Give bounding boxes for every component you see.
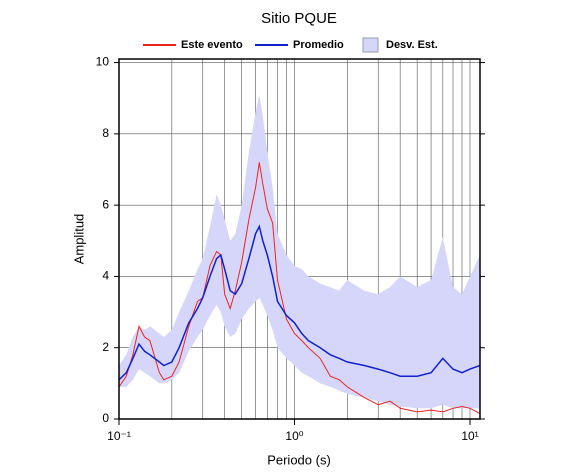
y-tick-label: 0: [102, 411, 109, 425]
frame: [118, 58, 481, 420]
plot-area: [119, 94, 480, 415]
y-tick-label: 2: [102, 340, 109, 354]
x-axis-title: Periodo (s): [267, 452, 331, 467]
x-tick-label: 10⁻¹: [107, 429, 131, 443]
series-line: [119, 162, 480, 415]
legend: Este evento Promedio Desv. Est.: [143, 37, 438, 53]
y-tick-label: 10: [96, 55, 110, 69]
x-tick-label: 10⁰: [285, 429, 303, 443]
legend-swatch: [362, 37, 379, 53]
chart-title: Sitio PQUE: [261, 10, 337, 27]
y-tick-label: 8: [102, 126, 109, 140]
legend-label: Desv. Est.: [386, 39, 438, 51]
series-line: [119, 224, 480, 381]
y-axis-title: Amplitud: [71, 214, 86, 265]
legend-label: Este evento: [181, 39, 243, 51]
std-band: [119, 94, 480, 409]
y-tick-label: 6: [102, 197, 109, 211]
legend-label: Promedio: [293, 39, 344, 51]
x-tick-label: 10¹: [461, 429, 478, 443]
y-tick-label: 4: [102, 269, 109, 283]
